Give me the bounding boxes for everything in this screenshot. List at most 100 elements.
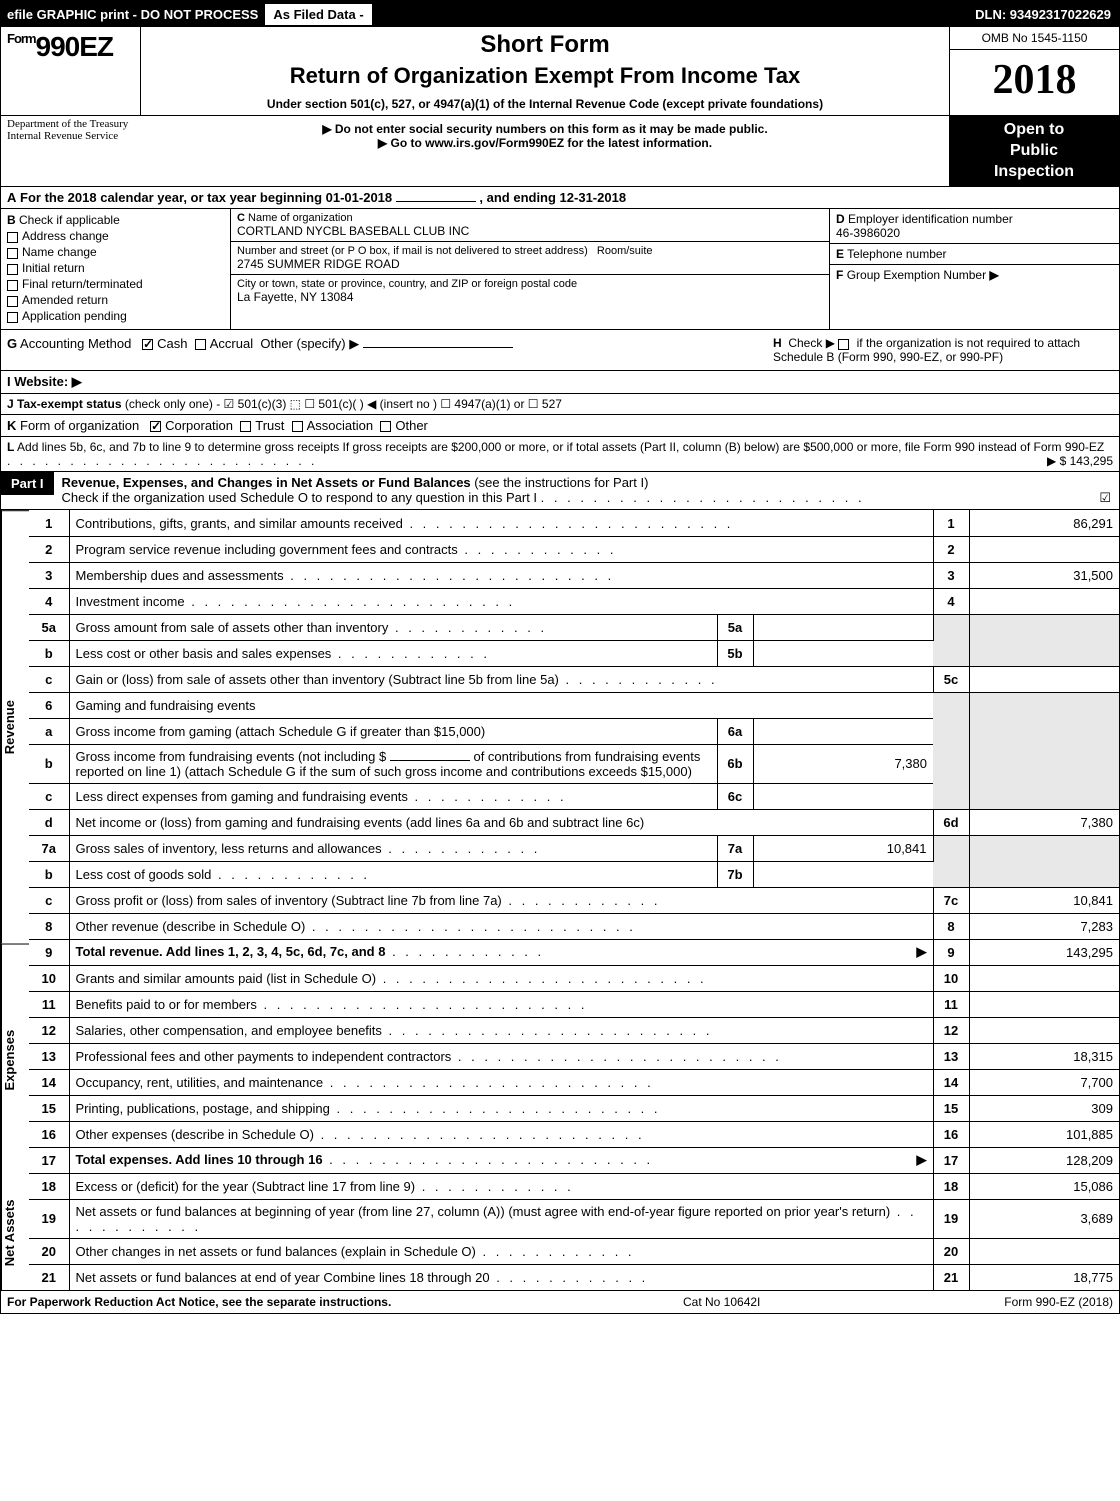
line-2: 2 Program service revenue including gove… (29, 536, 1119, 562)
l5b-desc: Less cost or other basis and sales expen… (76, 646, 332, 661)
cat-no: Cat No 10642I (683, 1295, 933, 1309)
l11-rn: 11 (933, 991, 969, 1017)
l6d-num: d (29, 809, 69, 835)
l7a-num: 7a (29, 835, 69, 861)
chk-other-org[interactable] (380, 421, 391, 432)
title-cell: Short Form Return of Organization Exempt… (141, 27, 949, 115)
l6-desc: Gaming and fundraising events (76, 698, 256, 713)
dept-cell: Department of the Treasury Internal Reve… (1, 116, 141, 186)
l21-rv: 18,775 (969, 1264, 1119, 1290)
return-title: Return of Organization Exempt From Incom… (149, 63, 941, 89)
f-arrow: ▶ (989, 268, 998, 282)
l9-desc: Total revenue. Add lines 1, 2, 3, 4, 5c,… (76, 944, 386, 959)
chk-amended[interactable] (7, 296, 18, 307)
l6d-rv: 7,380 (969, 809, 1119, 835)
l20-rn: 20 (933, 1238, 969, 1264)
chk-address[interactable] (7, 232, 18, 243)
l12-rv (969, 1017, 1119, 1043)
l19-desc: Net assets or fund balances at beginning… (76, 1204, 891, 1219)
ssn-warning: ▶ Do not enter social security numbers o… (147, 122, 943, 136)
l2-rn: 2 (933, 536, 969, 562)
efile-label: efile GRAPHIC print - DO NOT PROCESS (1, 7, 264, 22)
f-label: F (836, 268, 843, 282)
l7ab-rn-shade (933, 835, 969, 887)
line-5a: 5a Gross amount from sale of assets othe… (29, 614, 1119, 640)
c-addr-lbl: Number and street (or P O box, if mail i… (237, 245, 588, 257)
l5ab-rv-shade (969, 614, 1119, 666)
dln-label: DLN: 93492317022629 (967, 7, 1119, 22)
l14-rv: 7,700 (969, 1069, 1119, 1095)
i-label: I Website: ▶ (7, 374, 82, 389)
section-b: B Check if applicable Address change Nam… (1, 209, 231, 329)
k-assoc: Association (307, 418, 373, 433)
l21-rn: 21 (933, 1264, 969, 1290)
inspection: Inspection (953, 162, 1115, 183)
l6a-desc: Gross income from gaming (attach Schedul… (76, 724, 486, 739)
d-ein-lbl: Employer identification number (848, 212, 1013, 226)
l16-rn: 16 (933, 1121, 969, 1147)
l19-num: 19 (29, 1199, 69, 1238)
short-form-title: Short Form (149, 31, 941, 59)
chk-cash[interactable] (142, 339, 153, 350)
l2-desc: Program service revenue including govern… (76, 542, 458, 557)
l8-desc: Other revenue (describe in Schedule O) (76, 919, 306, 934)
chk-accrual[interactable] (195, 339, 206, 350)
g-label: G (7, 336, 17, 351)
l-text: Add lines 5b, 6c, and 7b to line 9 to de… (17, 440, 1104, 454)
l5ab-rn-shade (933, 614, 969, 666)
part1-subtitle: (see the instructions for Part I) (474, 475, 648, 490)
chk-name[interactable] (7, 248, 18, 259)
chk-final[interactable] (7, 280, 18, 291)
under-section: Under section 501(c), 527, or 4947(a)(1)… (149, 97, 941, 111)
l7c-rn: 7c (933, 887, 969, 913)
l21-desc: Net assets or fund balances at end of ye… (76, 1270, 490, 1285)
l12-desc: Salaries, other compensation, and employ… (76, 1023, 382, 1038)
chk-corp[interactable] (150, 421, 161, 432)
l9-rn: 9 (933, 939, 969, 965)
g-other: Other (specify) ▶ (260, 336, 359, 351)
chk-schedule-b[interactable] (838, 339, 849, 350)
form-number-cell: Form990EZ (1, 27, 141, 115)
line-8: 8 Other revenue (describe in Schedule O)… (29, 913, 1119, 939)
chk-trust[interactable] (240, 421, 251, 432)
l6b-desc1: Gross income from fundraising events (no… (76, 749, 387, 764)
d-label: D (836, 212, 845, 226)
j-label: J Tax-exempt status (7, 397, 122, 411)
l16-num: 16 (29, 1121, 69, 1147)
line-7c: c Gross profit or (loss) from sales of i… (29, 887, 1119, 913)
goto-url: ▶ Go to www.irs.gov/Form990EZ for the la… (147, 136, 943, 150)
a-label: A (7, 190, 16, 205)
l6c-sv (753, 783, 933, 809)
l6b-sv: 7,380 (753, 744, 933, 783)
chk-pending[interactable] (7, 312, 18, 323)
part1-title: Revenue, Expenses, and Changes in Net As… (62, 475, 471, 490)
l14-num: 14 (29, 1069, 69, 1095)
line-4: 4 Investment income 4 (29, 588, 1119, 614)
dept-treasury: Department of the Treasury (7, 118, 135, 130)
l6-rn-shade (933, 692, 969, 809)
l7ab-rv-shade (969, 835, 1119, 887)
l12-num: 12 (29, 1017, 69, 1043)
section-a: A For the 2018 calendar year, or tax yea… (1, 187, 1119, 209)
line-7a: 7a Gross sales of inventory, less return… (29, 835, 1119, 861)
l11-desc: Benefits paid to or for members (76, 997, 257, 1012)
l5a-desc: Gross amount from sale of assets other t… (76, 620, 389, 635)
line-21: 21 Net assets or fund balances at end of… (29, 1264, 1119, 1290)
l7b-sv (753, 861, 933, 887)
l6a-sv (753, 718, 933, 744)
chk-assoc[interactable] (292, 421, 303, 432)
e-tel-lbl: Telephone number (847, 247, 946, 261)
section-j: J Tax-exempt status (check only one) - ☑… (1, 394, 1119, 415)
chk-initial[interactable] (7, 264, 18, 275)
org-address: 2745 SUMMER RIDGE ROAD (237, 257, 823, 271)
g-accrual: Accrual (210, 336, 253, 351)
section-g: G Accounting Method Cash Accrual Other (… (7, 336, 773, 364)
gh-row: G Accounting Method Cash Accrual Other (… (1, 329, 1119, 371)
omb-number: OMB No 1545-1150 (950, 27, 1119, 50)
l14-desc: Occupancy, rent, utilities, and maintena… (76, 1075, 324, 1090)
lines-table: 1 Contributions, gifts, grants, and simi… (29, 510, 1119, 1290)
l8-rv: 7,283 (969, 913, 1119, 939)
part1-check-mark: ☑ (1099, 490, 1111, 506)
l1-rv: 86,291 (969, 510, 1119, 536)
open-inspection-cell: Open to Public Inspection (949, 116, 1119, 186)
